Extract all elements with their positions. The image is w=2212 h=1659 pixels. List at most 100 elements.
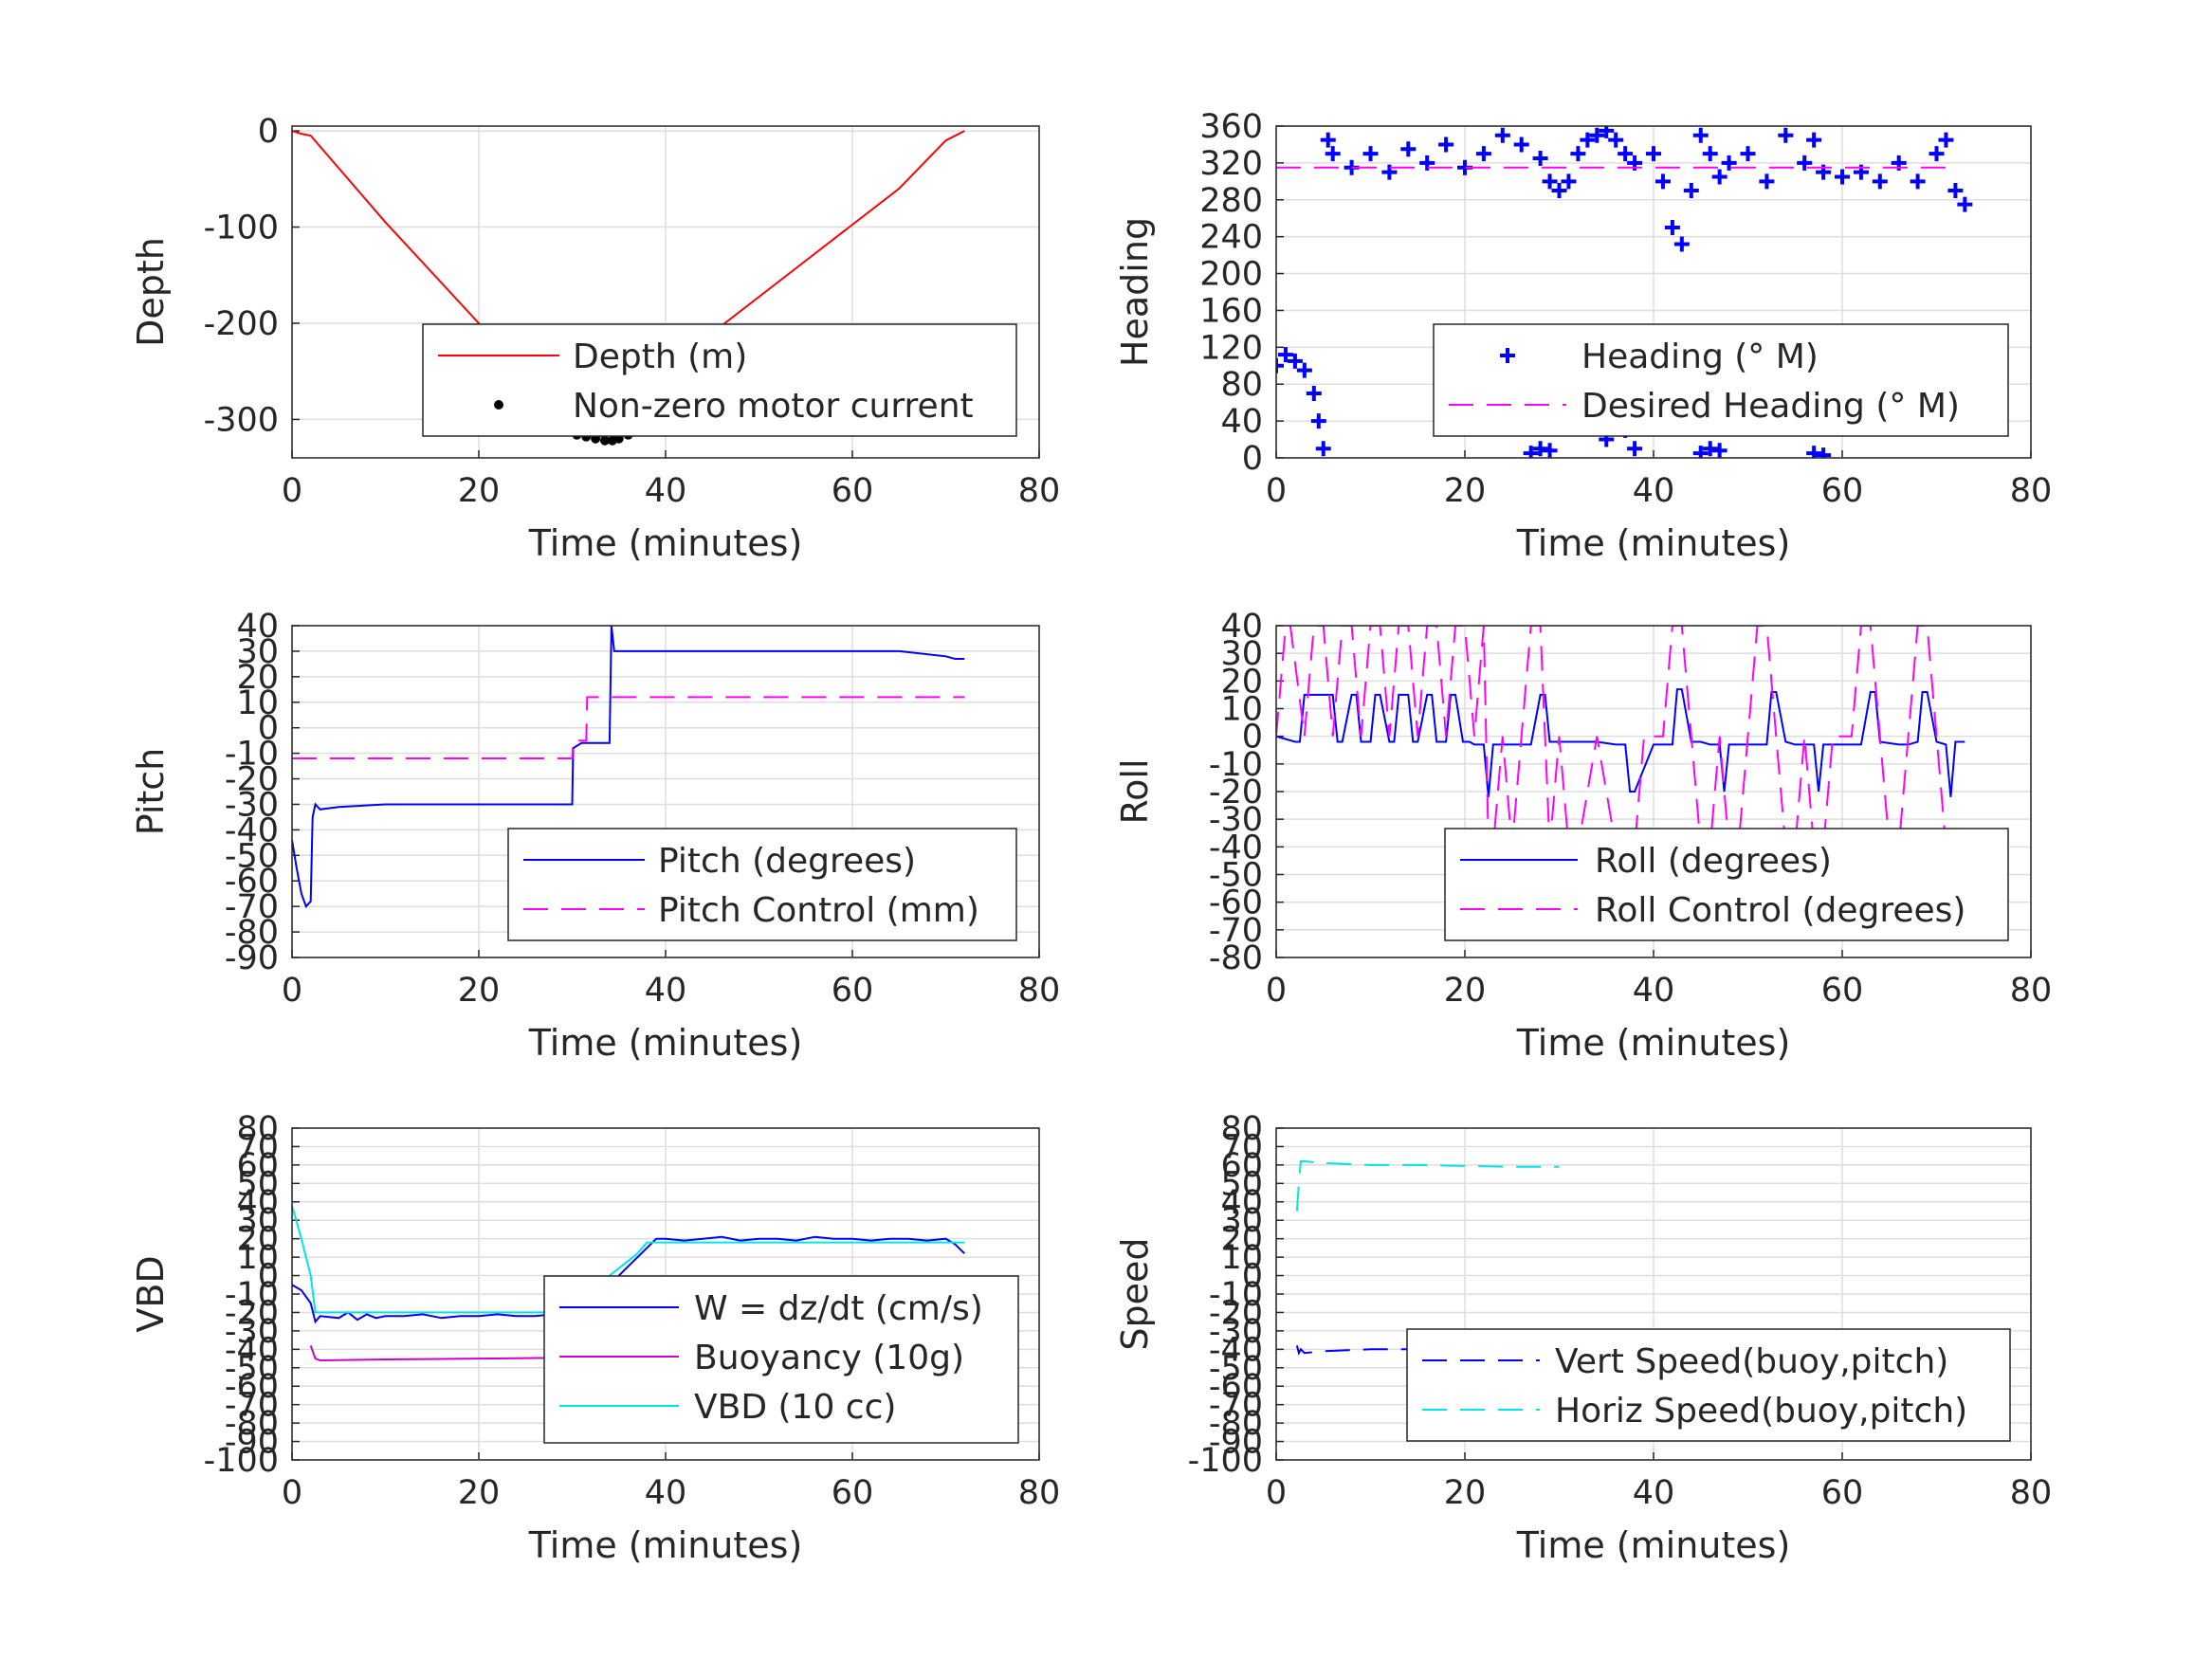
data-point: [1778, 127, 1794, 143]
x-axis-label: Time (minutes): [528, 1524, 803, 1566]
legend: Vert Speed(buoy,pitch) Horiz Speed(buoy,p…: [1406, 1328, 2011, 1442]
y-tick-label: -300: [204, 401, 279, 439]
legend-box: [543, 1275, 1019, 1444]
y-tick-label: 50: [1220, 1165, 1263, 1203]
y-tick-label: -70: [1209, 912, 1263, 950]
data-point: [1362, 146, 1379, 162]
y-axis-label: Speed: [1114, 1237, 1156, 1350]
x-tick-label: 0: [282, 472, 302, 510]
chart-panel-3: 0 20 40 60 80403020100-10-20-30-40-50-60-70-…: [130, 608, 1060, 1064]
y-tick-label: -10: [1209, 1276, 1263, 1314]
x-tick-label: 80: [1018, 472, 1061, 510]
y-tick-label: 0: [258, 113, 279, 151]
y-tick-label: 30: [236, 633, 279, 671]
y-tick-label: 60: [236, 1147, 279, 1185]
y-tick-label: 40: [1220, 608, 1263, 646]
x-tick-label: 60: [832, 1474, 874, 1512]
data-point: [1599, 126, 1615, 138]
legend-entry: Depth (m): [573, 337, 747, 376]
data-point: [1910, 173, 1926, 190]
x-tick-label: 20: [1444, 472, 1487, 510]
y-tick-label: 20: [1220, 663, 1263, 701]
x-tick-label: 0: [282, 1474, 302, 1512]
x-tick-label: 60: [1821, 472, 1864, 510]
data-point: [1759, 173, 1775, 190]
y-tick-label: -90: [225, 939, 279, 977]
data-point: [1513, 137, 1529, 153]
data-point: [1711, 443, 1728, 458]
y-tick-label: -40: [225, 811, 279, 849]
legend-entry: Non-zero motor current: [573, 387, 974, 426]
series-1: [1276, 126, 1973, 458]
data-point: [1532, 151, 1548, 167]
y-tick-label: 0: [1242, 440, 1263, 478]
series-line: [292, 626, 965, 909]
x-tick-label: 40: [1633, 1474, 1675, 1512]
y-tick-label: -70: [225, 888, 279, 926]
y-tick-label: 10: [1220, 691, 1263, 729]
y-tick-label: 70: [1220, 1128, 1263, 1166]
legend-sample-marker: [494, 400, 503, 410]
data-point: [1296, 362, 1312, 378]
y-tick-label: -10: [225, 1276, 279, 1314]
data-point: [1947, 183, 1964, 199]
axes-box: [1275, 625, 2032, 958]
data-point: [1692, 127, 1709, 143]
data-point: [1400, 141, 1417, 157]
data-point: [1523, 446, 1539, 458]
y-tick-label: 40: [1220, 403, 1263, 441]
y-tick-label: -80: [1209, 1405, 1263, 1443]
y-tick-label: 50: [236, 1165, 279, 1203]
data-point: [1381, 164, 1398, 180]
y-tick-label: -40: [1209, 1331, 1263, 1369]
legend-entry: Desired Heading (° M): [1581, 387, 1960, 426]
y-tick-label: -90: [225, 1424, 279, 1462]
legend: Pitch (degrees) Pitch Control (mm): [507, 828, 1017, 941]
x-tick-label: 0: [282, 972, 302, 1010]
legend-entry: Heading (° M): [1581, 337, 1819, 376]
data-point: [1589, 127, 1605, 143]
series-line: [292, 696, 965, 759]
data-point: [1608, 132, 1624, 148]
y-tick-label: 280: [1199, 182, 1263, 220]
y-tick-label: -10: [1209, 746, 1263, 784]
y-tick-label: 40: [1220, 1184, 1263, 1222]
y-tick-label: -30: [1209, 801, 1263, 839]
y-tick-label: -50: [225, 837, 279, 875]
series-1: [292, 626, 965, 909]
x-axis-label: Time (minutes): [1516, 1022, 1791, 1064]
y-tick-label: -80: [225, 914, 279, 952]
legend-box: [422, 323, 1017, 437]
data-layer: [292, 626, 965, 909]
y-tick-label: -40: [225, 1331, 279, 1369]
x-tick-label: 40: [1633, 472, 1675, 510]
data-layer: [1276, 126, 1973, 458]
y-tick-label: 0: [1242, 719, 1263, 757]
y-tick-label: 40: [236, 608, 279, 646]
series-2: [1295, 1160, 1560, 1212]
y-tick-label: 80: [1220, 366, 1263, 404]
legend: Depth (m) Non-zero motor current: [422, 323, 1017, 437]
y-tick-label: 320: [1199, 145, 1263, 183]
legend-entry: Roll Control (degrees): [1595, 891, 1965, 930]
x-tick-label: 0: [1266, 1474, 1287, 1512]
legend-box: [1406, 1328, 2011, 1442]
chart-panel-6: 0 20 40 60 8080706050403020100-10-20-30-40-5…: [1114, 1110, 2052, 1566]
legend: Heading (° M) Desired Heading (° M): [1433, 323, 2009, 437]
y-tick-label: -30: [225, 786, 279, 824]
x-tick-label: 80: [2010, 972, 2053, 1010]
y-tick-label: 240: [1199, 219, 1263, 257]
y-tick-label: 160: [1199, 292, 1263, 330]
x-tick-label: 20: [458, 472, 501, 510]
y-tick-label: 70: [236, 1128, 279, 1166]
chart-panel-5: 0 20 40 60 8080706050403020100-10-20-30-40-5…: [130, 1110, 1060, 1566]
y-tick-label: -100: [1188, 1442, 1263, 1480]
y-axis-label: Heading: [1114, 217, 1156, 367]
data-point: [1310, 413, 1326, 429]
data-point: [1646, 146, 1661, 162]
legend-entry: VBD (10 cc): [694, 1388, 896, 1427]
legend-box: [1444, 828, 2009, 941]
y-tick-label: 0: [1242, 1258, 1263, 1296]
y-tick-label: -30: [225, 1313, 279, 1351]
data-point: [599, 435, 610, 446]
